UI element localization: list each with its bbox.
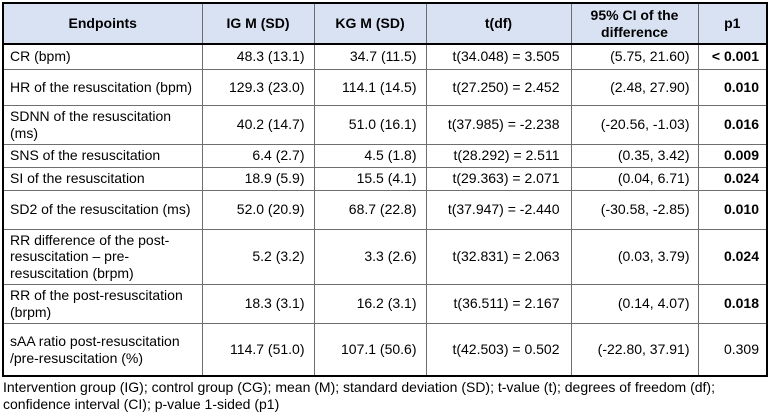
ci-cell: (-20.56, -1.03) (570, 104, 699, 145)
t-cell: t(27.250) = 2.452 (425, 68, 572, 106)
ig-cell: 52.0 (20.9) (201, 189, 315, 230)
column-header-p1: p1 (697, 2, 768, 45)
p-cell: < 0.001 (697, 43, 768, 70)
table-row: SI of the resuscitation 18.9 (5.9) 15.5 … (2, 166, 768, 191)
table-row: RR difference of the post-resuscitation … (2, 228, 768, 285)
results-table: Endpoints IG M (SD) KG M (SD) t(df) 95% … (2, 2, 768, 378)
column-header-ci: 95% CI of the difference (570, 2, 699, 45)
p-cell: 0.016 (697, 104, 768, 145)
ig-cell: 40.2 (14.7) (201, 104, 315, 145)
column-header-t-df: t(df) (425, 2, 572, 45)
t-cell: t(29.363) = 2.071 (425, 166, 572, 191)
p-cell: 0.024 (697, 166, 768, 191)
endpoint-cell: HR of the resuscitation (bpm) (2, 68, 203, 106)
table-row: CR (bpm) 48.3 (13.1) 34.7 (11.5) t(34.04… (2, 43, 768, 70)
kg-cell: 51.0 (16.1) (313, 104, 427, 145)
p-cell: 0.010 (697, 68, 768, 106)
header-row: Endpoints IG M (SD) KG M (SD) t(df) 95% … (2, 2, 768, 45)
ig-cell: 18.9 (5.9) (201, 166, 315, 191)
column-header-endpoints: Endpoints (2, 2, 203, 45)
ig-cell: 5.2 (3.2) (201, 228, 315, 285)
kg-cell: 114.1 (14.5) (313, 68, 427, 106)
ig-cell: 48.3 (13.1) (201, 43, 315, 70)
endpoint-cell: CR (bpm) (2, 43, 203, 70)
table-row: RR of the post-resuscitation (brpm) 18.3… (2, 283, 768, 324)
endpoint-cell: SD2 of the resuscitation (ms) (2, 189, 203, 230)
kg-cell: 4.5 (1.8) (313, 143, 427, 168)
t-cell: t(28.292) = 2.511 (425, 143, 572, 168)
ci-cell: (-22.80, 37.91) (570, 322, 699, 377)
p-cell: 0.010 (697, 189, 768, 230)
kg-cell: 107.1 (50.6) (313, 322, 427, 377)
ci-cell: (0.04, 6.71) (570, 166, 699, 191)
column-header-ig-m-sd: IG M (SD) (201, 2, 315, 45)
t-cell: t(37.947) = -2.440 (425, 189, 572, 230)
table-row: HR of the resuscitation (bpm) 129.3 (23.… (2, 68, 768, 106)
t-cell: t(37.985) = -2.238 (425, 104, 572, 145)
kg-cell: 34.7 (11.5) (313, 43, 427, 70)
p-cell: 0.009 (697, 143, 768, 168)
table-row: SNS of the resuscitation 6.4 (2.7) 4.5 (… (2, 143, 768, 168)
ci-cell: (0.14, 4.07) (570, 283, 699, 324)
table-row: SDNN of the resuscitation (ms) 40.2 (14.… (2, 104, 768, 145)
footnote-abbreviations: Intervention group (IG); control group (… (3, 379, 715, 413)
p-cell: 0.309 (697, 322, 768, 377)
table-row: SD2 of the resuscitation (ms) 52.0 (20.9… (2, 189, 768, 230)
ci-cell: (0.03, 3.79) (570, 228, 699, 285)
endpoint-cell: RR difference of the post-resuscitation … (2, 228, 203, 285)
endpoint-cell: SNS of the resuscitation (2, 143, 203, 168)
ig-cell: 129.3 (23.0) (201, 68, 315, 106)
kg-cell: 15.5 (4.1) (313, 166, 427, 191)
endpoint-cell: RR of the post-resuscitation (brpm) (2, 283, 203, 324)
ci-cell: (2.48, 27.90) (570, 68, 699, 106)
ci-cell: (-30.58, -2.85) (570, 189, 699, 230)
ig-cell: 6.4 (2.7) (201, 143, 315, 168)
ig-cell: 114.7 (51.0) (201, 322, 315, 377)
column-header-kg-m-sd: KG M (SD) (313, 2, 427, 45)
ci-cell: (5.75, 21.60) (570, 43, 699, 70)
t-cell: t(36.511) = 2.167 (425, 283, 572, 324)
t-cell: t(34.048) = 3.505 (425, 43, 572, 70)
kg-cell: 3.3 (2.6) (313, 228, 427, 285)
t-cell: t(42.503) = 0.502 (425, 322, 572, 377)
endpoint-cell: sAA ratio post-resuscitation /pre-resusc… (2, 322, 203, 377)
table-row: sAA ratio post-resuscitation /pre-resusc… (2, 322, 768, 377)
ig-cell: 18.3 (3.1) (201, 283, 315, 324)
kg-cell: 68.7 (22.8) (313, 189, 427, 230)
endpoint-cell: SDNN of the resuscitation (ms) (2, 104, 203, 145)
t-cell: t(32.831) = 2.063 (425, 228, 572, 285)
p-cell: 0.024 (697, 228, 768, 285)
p-cell: 0.018 (697, 283, 768, 324)
ci-cell: (0.35, 3.42) (570, 143, 699, 168)
kg-cell: 16.2 (3.1) (313, 283, 427, 324)
endpoint-cell: SI of the resuscitation (2, 166, 203, 191)
